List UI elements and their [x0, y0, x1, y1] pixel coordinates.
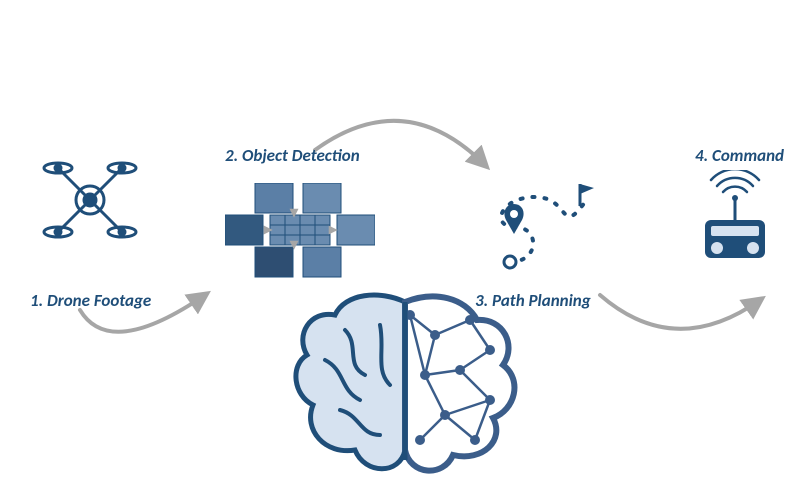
label-detection: 2. Object Detection [225, 145, 360, 166]
label-drone: 1. Drone Footage [30, 290, 151, 311]
label-path: 3. Path Planning [475, 290, 591, 311]
detection-tiles-icon [225, 183, 375, 278]
drone-icon [40, 150, 140, 250]
ai-brain-icon [285, 290, 525, 485]
path-planning-icon [490, 182, 600, 272]
remote-controller-icon [695, 170, 775, 270]
label-command: 4. Command [695, 145, 784, 166]
arrow-3 [600, 295, 760, 329]
diagram-stage: 1. Drone Footage 2. Object Detection 3. … [0, 0, 800, 502]
